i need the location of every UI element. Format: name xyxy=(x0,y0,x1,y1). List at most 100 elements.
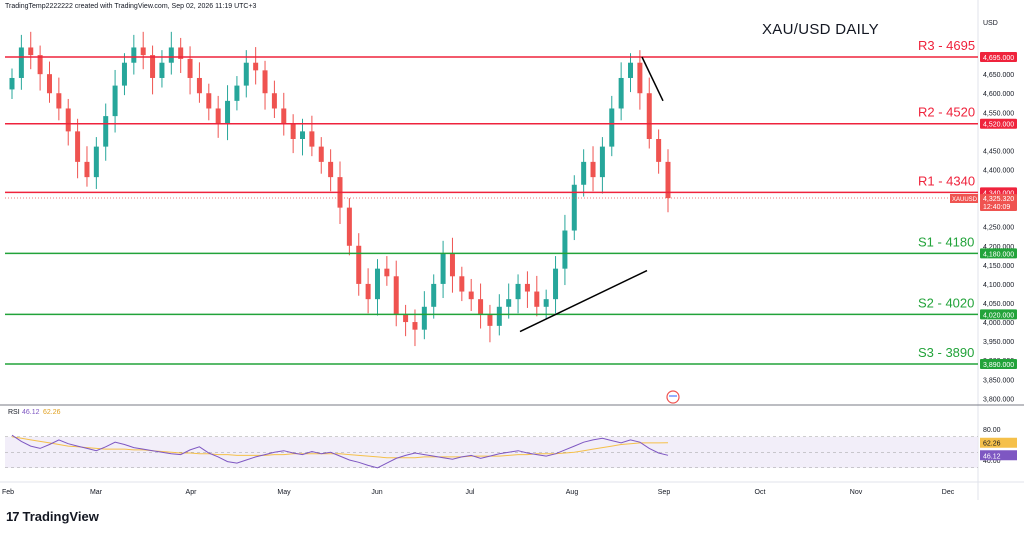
candle-body xyxy=(18,47,24,78)
time-axis-label: Oct xyxy=(755,489,766,496)
candle-body xyxy=(374,268,380,300)
price-tick-label: 4,150.000 xyxy=(983,263,1014,270)
chart-title: XAU/USD DAILY xyxy=(762,21,879,38)
candle-body xyxy=(131,47,137,63)
price-tick-label: 4,600.000 xyxy=(983,91,1014,98)
symbol-tag-bg xyxy=(950,193,978,203)
chart-header-text: TradingTemp2222222 created with TradingV… xyxy=(5,3,257,10)
candle-body xyxy=(75,131,81,162)
price-tick-label: 4,250.000 xyxy=(983,225,1014,232)
candle-body xyxy=(543,299,549,307)
candle-body xyxy=(581,161,587,185)
candle-body xyxy=(412,322,418,330)
time-axis-label: Apr xyxy=(186,489,198,496)
rsi-ma-tag: 62.26 xyxy=(983,441,1001,448)
candle-body xyxy=(84,161,90,178)
candle-body xyxy=(112,85,118,117)
candle-body xyxy=(187,58,193,78)
price-tag-bg-s2 xyxy=(980,309,1017,320)
time-axis-label: Mar xyxy=(90,489,103,496)
candle-body xyxy=(65,108,71,132)
candle-body xyxy=(421,306,427,330)
candle-body xyxy=(206,93,212,109)
candle-body xyxy=(300,131,306,139)
price-tick-label: 4,550.000 xyxy=(983,110,1014,117)
candle-body xyxy=(468,291,474,300)
level-label-r2: R2 - 4520 xyxy=(918,105,975,120)
price-tag-s3: 3,890.000 xyxy=(983,362,1014,369)
candle-body xyxy=(487,314,493,326)
candle-body xyxy=(506,299,512,307)
rsi-ma-tag-bg xyxy=(980,437,1017,448)
candle-body xyxy=(196,77,202,94)
time-axis-label: Jun xyxy=(371,489,382,496)
time-axis-label: Sep xyxy=(658,489,671,496)
candle-body xyxy=(37,55,43,75)
price-tick-label: 4,000.000 xyxy=(983,320,1014,327)
level-label-r1: R1 - 4340 xyxy=(918,173,975,188)
rsi-ma-line xyxy=(11,436,669,459)
candle-body xyxy=(121,62,127,86)
price-tag-bg-r3 xyxy=(980,52,1017,62)
candle-body xyxy=(356,245,362,284)
candle-body xyxy=(599,146,605,178)
price-tick-label: 4,650.000 xyxy=(983,72,1014,79)
rsi-legend-ma: 62.26 xyxy=(43,409,61,416)
candle-body xyxy=(290,123,296,139)
candle-body xyxy=(178,47,184,59)
price-tick-label: 3,850.000 xyxy=(983,377,1014,384)
candle-body xyxy=(384,268,390,277)
price-tag-r1: 4,340.000 xyxy=(983,190,1014,197)
level-label-r3: R3 - 4695 xyxy=(918,38,975,53)
candle-body xyxy=(271,93,277,109)
time-axis-label: Nov xyxy=(850,489,863,496)
candle-body xyxy=(496,306,502,326)
candle-body xyxy=(309,131,315,147)
candle-body xyxy=(618,77,624,109)
candle-body xyxy=(628,62,634,78)
price-tick-label: 4,050.000 xyxy=(983,301,1014,308)
candle-body xyxy=(478,299,484,315)
currency-label[interactable]: USD xyxy=(983,20,998,27)
candle-body xyxy=(562,230,568,269)
candle-body xyxy=(449,253,455,277)
tradingview-brand-text: TradingView xyxy=(22,509,99,524)
tradingview-logo[interactable]: 17 TradingView xyxy=(6,509,99,524)
candle-body xyxy=(393,276,399,315)
price-tag-bg-r2 xyxy=(980,118,1017,129)
candle-body xyxy=(56,93,62,109)
candle-body xyxy=(281,108,287,124)
rsi-legend-value: 46.12 xyxy=(22,409,40,416)
rsi-line xyxy=(11,434,669,469)
time-axis-label: Aug xyxy=(566,489,579,496)
candle-body xyxy=(365,283,371,300)
price-tick-label: 4,100.000 xyxy=(983,282,1014,289)
candle-body xyxy=(440,253,446,284)
candle-body xyxy=(534,291,540,307)
level-label-s2: S2 - 4020 xyxy=(918,295,974,310)
time-axis-label: Jul xyxy=(466,489,475,496)
candle-body xyxy=(665,161,671,199)
candle-body xyxy=(609,108,615,147)
trendline-resistance xyxy=(641,56,664,102)
candle-body xyxy=(243,62,249,86)
symbol-tag: XAUUSD xyxy=(952,197,978,203)
candle-body xyxy=(646,93,652,139)
price-tag-s2: 4,020.000 xyxy=(983,312,1014,319)
event-flag-icon xyxy=(666,390,680,404)
candle-body xyxy=(637,62,643,94)
candle-body xyxy=(328,161,334,178)
candle-body xyxy=(571,184,577,231)
price-tag-r3: 4,695.000 xyxy=(983,55,1014,62)
price-tick-label: 4,200.000 xyxy=(983,244,1014,251)
candle-body xyxy=(459,276,465,292)
rsi-tag-bg xyxy=(980,450,1017,461)
candle-body xyxy=(403,314,409,323)
candle-body xyxy=(28,47,34,56)
price-tick-label: 3,950.000 xyxy=(983,339,1014,346)
price-tag-s1: 4,180.000 xyxy=(983,251,1014,258)
candle-body xyxy=(93,146,99,178)
candle-body xyxy=(262,70,268,94)
